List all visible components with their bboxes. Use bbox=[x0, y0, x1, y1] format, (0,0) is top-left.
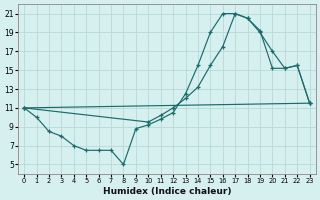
X-axis label: Humidex (Indice chaleur): Humidex (Indice chaleur) bbox=[103, 187, 231, 196]
